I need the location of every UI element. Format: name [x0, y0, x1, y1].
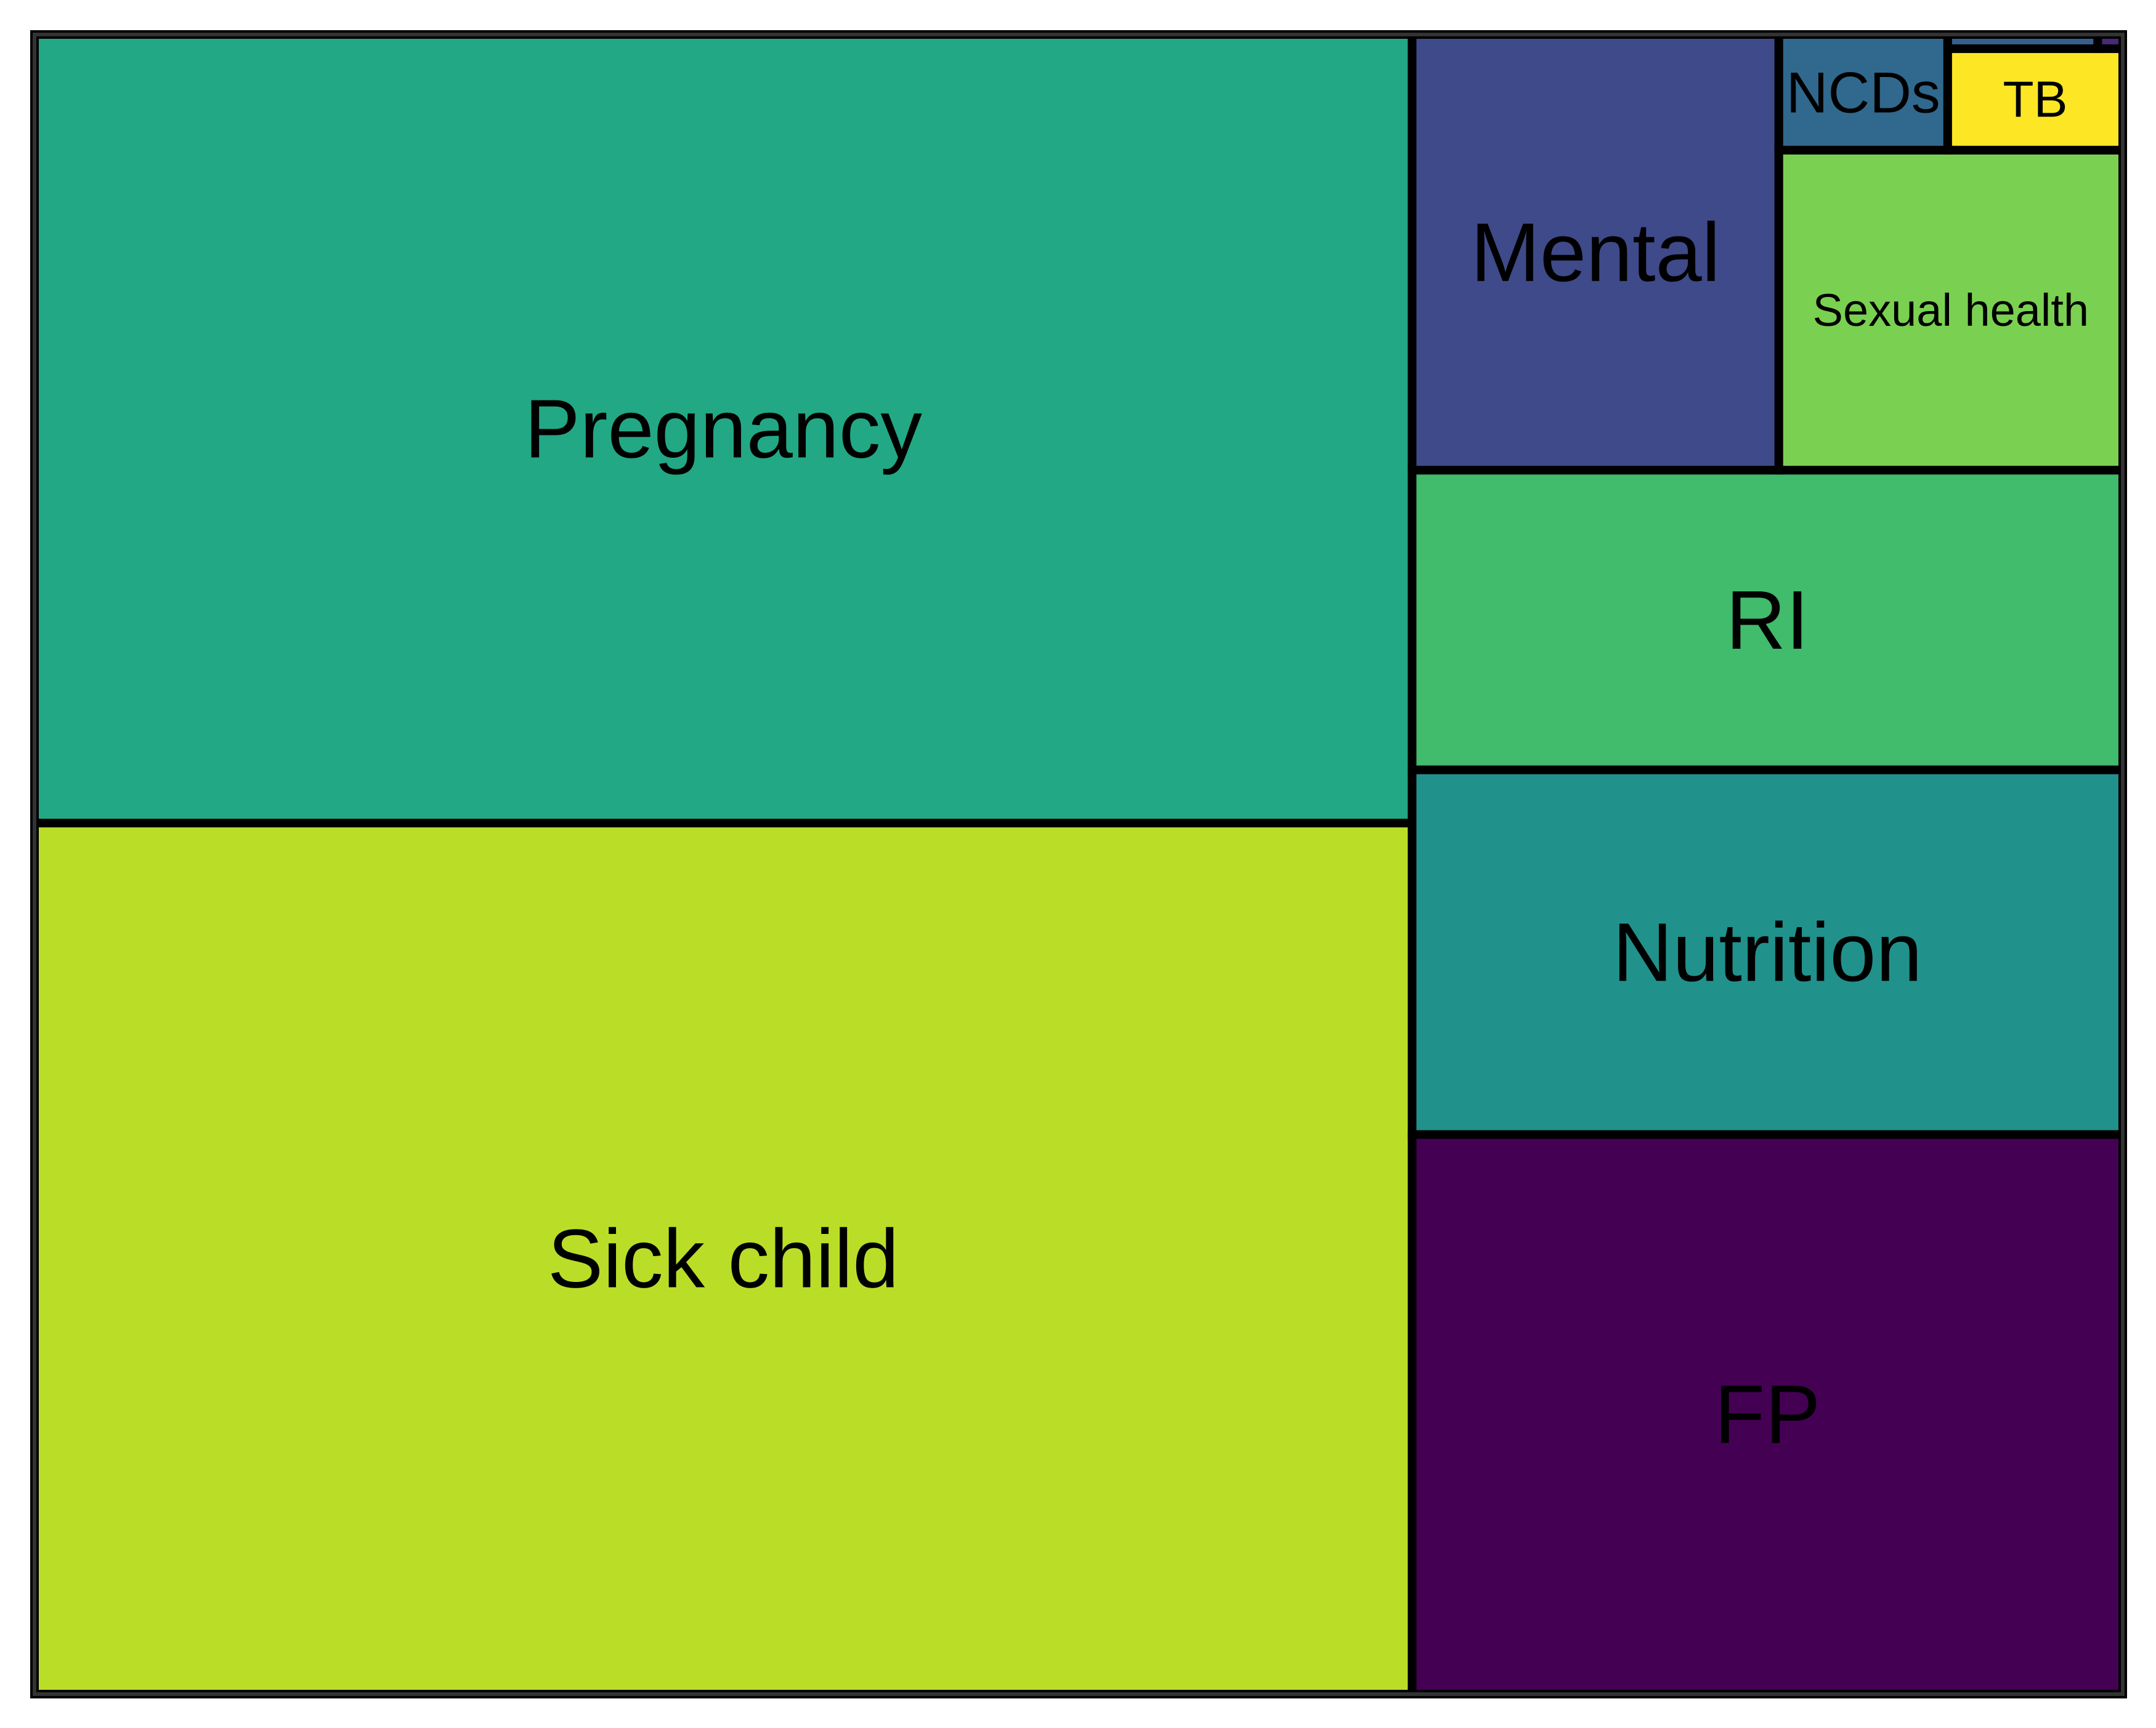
treemap-label-ncds: NCDs — [1786, 60, 1940, 124]
treemap-label-mental: Mental — [1470, 206, 1720, 299]
treemap-cell-ncds — [1774, 30, 1952, 155]
treemap-label-ri: RI — [1726, 574, 1809, 667]
treemap-label-tb: TB — [2003, 71, 2067, 128]
treemap-label-nutrition: Nutrition — [1613, 906, 1923, 999]
treemap-label-fp: FP — [1714, 1368, 1821, 1461]
treemap-cell-fp — [1408, 1130, 2127, 1698]
treemap-cell-mental — [1408, 30, 1783, 475]
treemap-cell-pregnancy — [30, 30, 1417, 828]
treemap-cell-unlabeled-10 — [2093, 30, 2128, 54]
treemap-cell-sick-child — [30, 819, 1417, 1698]
treemap-label-pregnancy: Pregnancy — [524, 383, 922, 476]
treemap-cell-unlabeled-9 — [1943, 30, 2102, 54]
plot-frame — [33, 33, 2125, 1696]
treemap-cell-sexual-health — [1774, 145, 2128, 475]
treemap-cell-tb — [1943, 44, 2128, 155]
treemap-label-sexual-health: Sexual health — [1813, 285, 2089, 336]
treemap-label-sick-child: Sick child — [548, 1212, 899, 1305]
